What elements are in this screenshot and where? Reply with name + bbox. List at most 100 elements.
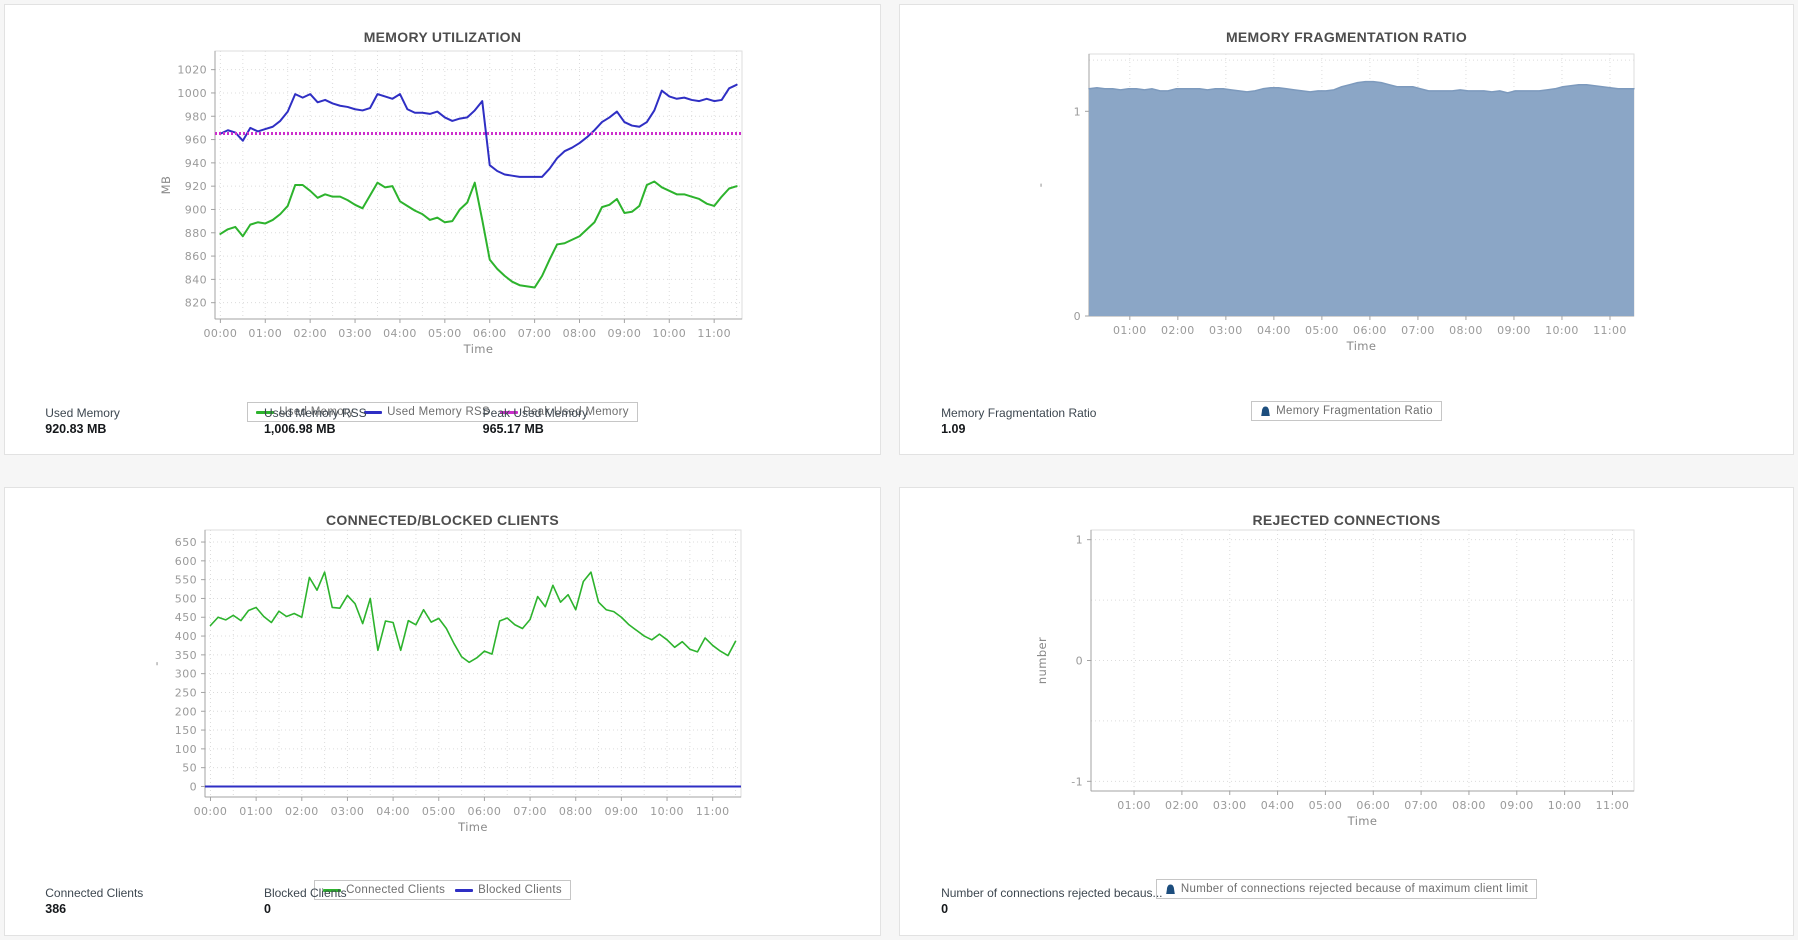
chart-title: MEMORY UTILIZATION	[363, 29, 522, 45]
chart-panel-memory-fragmentation-ratio: MEMORY FRAGMENTATION RATIO 0 1 01:00 02:00 0…	[899, 4, 1794, 455]
legend-item[interactable]: Memory Fragmentation Ratio	[1260, 405, 1433, 417]
chart-title: MEMORY FRAGMENTATION RATIO	[1225, 29, 1468, 45]
svg-text:500: 500	[175, 592, 197, 605]
svg-text:05:00: 05:00	[428, 327, 462, 340]
svg-text:-: -	[1033, 183, 1047, 188]
svg-text:100: 100	[175, 743, 197, 756]
svg-text:50: 50	[182, 762, 197, 775]
svg-text:00:00: 00:00	[204, 327, 238, 340]
svg-text:07:00: 07:00	[1401, 324, 1435, 337]
svg-text:07:00: 07:00	[513, 805, 547, 818]
svg-text:01:00: 01:00	[239, 805, 273, 818]
line-swatch-icon	[455, 888, 474, 892]
svg-text:860: 860	[185, 250, 207, 263]
svg-text:06:00: 06:00	[468, 805, 502, 818]
svg-text:08:00: 08:00	[1449, 324, 1483, 337]
legend-item-label: Memory Fragmentation Ratio	[1276, 405, 1433, 417]
svg-text:450: 450	[175, 611, 197, 624]
stat-label: Peak Used Memory	[482, 406, 589, 420]
svg-text:05:00: 05:00	[1305, 324, 1339, 337]
legend-item[interactable]: Peak Used Memory	[500, 406, 629, 418]
legend-item[interactable]: Used Memory	[256, 406, 354, 418]
svg-text:Time: Time	[457, 820, 488, 834]
legend-item[interactable]: Connected Clients	[323, 884, 445, 896]
svg-text:960: 960	[185, 134, 207, 147]
svg-text:11:00: 11:00	[1593, 324, 1627, 337]
svg-text:02:00: 02:00	[1165, 799, 1199, 812]
svg-text:06:00: 06:00	[473, 327, 507, 340]
svg-text:650: 650	[175, 536, 197, 549]
memory-utilization-chart[interactable]: 820 840 860 880 900 920 940 960 980 1000 1020 00:00…	[5, 45, 880, 397]
stat-value: 920.83 MB	[45, 422, 107, 436]
svg-text:00:00: 00:00	[194, 805, 228, 818]
chart-panel-memory-utilization: MEMORY UTILIZATION 820 840 860 880 900 920 940…	[4, 4, 881, 455]
svg-text:09:00: 09:00	[605, 805, 639, 818]
legend-box: Used Memory Used Memory RSS Peak Used Memo…	[247, 402, 638, 422]
svg-text:0: 0	[1076, 655, 1083, 668]
chart-legend: Number of connections rejected because o…	[900, 879, 1793, 899]
stat-value: 1,006.98 MB	[263, 422, 336, 436]
legend-item-label: Used Memory RSS	[387, 406, 490, 418]
line-swatch-icon	[256, 410, 275, 414]
svg-text:04:00: 04:00	[383, 327, 417, 340]
svg-text:840: 840	[185, 273, 207, 286]
stat-label: Used Memory	[45, 406, 120, 420]
legend-item[interactable]: Used Memory RSS	[364, 406, 490, 418]
stat-value: 0	[941, 902, 949, 916]
area-marker-icon	[1261, 406, 1270, 416]
stat-label: Blocked Clients	[263, 886, 347, 900]
svg-text:10:00: 10:00	[652, 327, 686, 340]
stat-label: Used Memory RSS	[263, 406, 367, 420]
svg-text:920: 920	[185, 180, 207, 193]
chart-stats: Memory Fragmentation Ratio 1.09	[900, 406, 1793, 437]
svg-text:10:00: 10:00	[650, 805, 684, 818]
svg-text:03:00: 03:00	[1213, 799, 1247, 812]
legend-item-label: Peak Used Memory	[523, 406, 629, 418]
legend-item[interactable]: Number of connections rejected because o…	[1165, 883, 1528, 895]
stat-item: Used Memory RSS 1,006.98 MB	[264, 406, 483, 437]
legend-box: Memory Fragmentation Ratio	[1251, 401, 1442, 421]
svg-text:-1: -1	[1071, 775, 1083, 788]
stat-label: Connected Clients	[45, 886, 144, 900]
legend-item[interactable]: Blocked Clients	[455, 884, 562, 896]
chart-legend: Used Memory Used Memory RSS Peak Used Memo…	[5, 402, 880, 422]
line-swatch-icon	[364, 410, 383, 414]
svg-text:01:00: 01:00	[248, 327, 282, 340]
legend-item-label: Connected Clients	[346, 884, 446, 896]
memory-fragmentation-ratio-chart[interactable]: 0 1 01:00 02:00 03:00 04:00 05:00 06:00 07:00 08:…	[900, 45, 1793, 397]
svg-text:09:00: 09:00	[608, 327, 642, 340]
svg-text:400: 400	[175, 630, 197, 643]
svg-text:150: 150	[175, 724, 197, 737]
stat-label: Memory Fragmentation Ratio	[941, 406, 1097, 420]
svg-text:1000: 1000	[177, 87, 207, 100]
chart-panel-rejected-connections: REJECTED CONNECTIONS -1 0 1 01:00 02:00 03:00…	[899, 487, 1794, 936]
svg-text:08:00: 08:00	[1452, 799, 1486, 812]
svg-text:02:00: 02:00	[293, 327, 327, 340]
svg-text:04:00: 04:00	[1261, 799, 1295, 812]
svg-text:1: 1	[1076, 534, 1083, 547]
svg-text:0: 0	[190, 780, 197, 793]
svg-text:06:00: 06:00	[1353, 324, 1387, 337]
rejected-connections-chart[interactable]: -1 0 1 01:00 02:00 03:00 04:00 05:00 06:00 07:00 0…	[900, 528, 1793, 880]
svg-text:940: 940	[185, 157, 207, 170]
svg-text:02:00: 02:00	[285, 805, 319, 818]
legend-box: Connected Clients Blocked Clients	[314, 880, 571, 900]
stat-value: 0	[263, 902, 271, 916]
svg-text:07:00: 07:00	[1404, 799, 1438, 812]
chart-stats: Used Memory 920.83 MB Used Memory RSS 1,006…	[5, 406, 880, 437]
stat-item: Peak Used Memory 965.17 MB	[483, 406, 702, 437]
svg-text:200: 200	[175, 705, 197, 718]
svg-text:04:00: 04:00	[376, 805, 410, 818]
svg-text:Time: Time	[463, 342, 494, 356]
svg-text:05:00: 05:00	[422, 805, 456, 818]
svg-text:01:00: 01:00	[1113, 324, 1147, 337]
svg-text:Time: Time	[1347, 814, 1378, 828]
svg-text:08:00: 08:00	[563, 327, 597, 340]
svg-text:-: -	[149, 661, 163, 666]
connected-blocked-clients-chart[interactable]: 0 50 100 150 200 250 300 350 400 450 500 550 600 650 0…	[5, 528, 880, 880]
svg-text:MB: MB	[159, 176, 173, 195]
svg-text:09:00: 09:00	[1500, 799, 1534, 812]
chart-stats: Connected Clients 386 Blocked Clients 0	[5, 886, 880, 917]
chart-title: REJECTED CONNECTIONS	[1252, 512, 1441, 528]
